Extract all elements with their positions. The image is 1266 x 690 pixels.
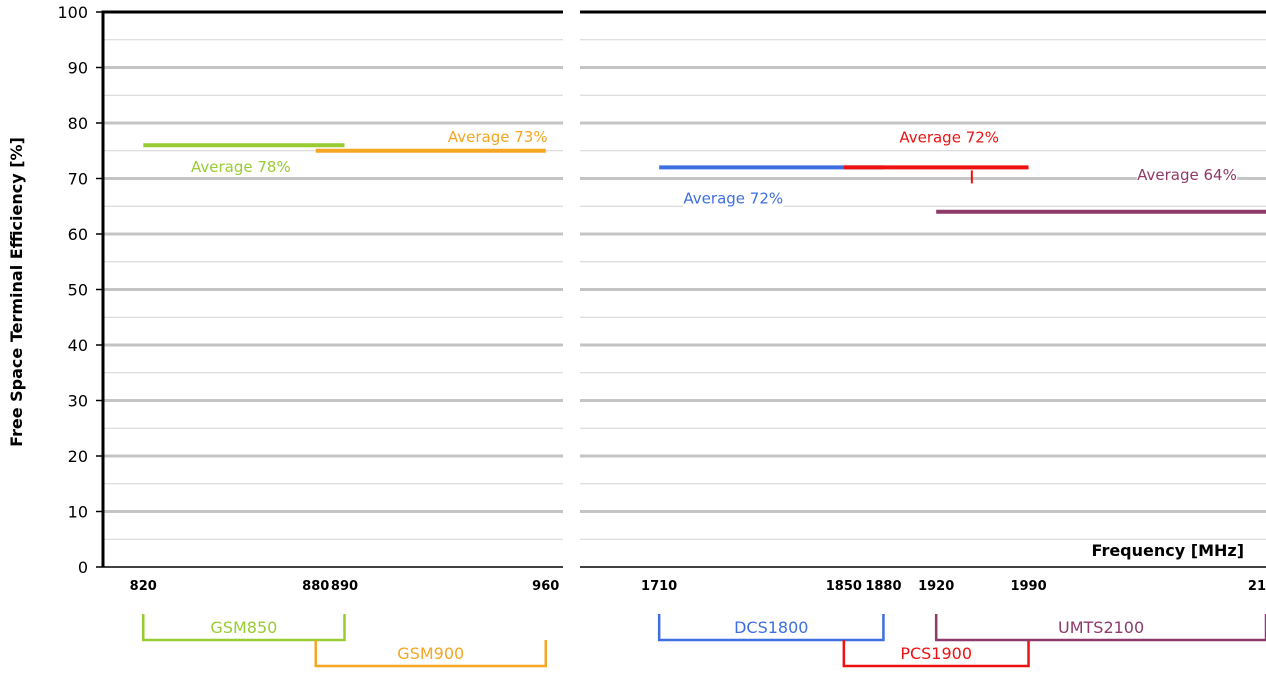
x-tick-label: 820	[130, 579, 157, 594]
average-label: Average 72%	[683, 189, 783, 207]
average-label-background	[683, 189, 784, 208]
x-tick-label: 1990	[1010, 579, 1046, 594]
band-bracket	[142, 614, 346, 642]
average-label: Average 78%	[191, 158, 291, 176]
y-tick-label: 80	[68, 114, 88, 133]
x-axis-title: Frequency [MHz]	[1092, 541, 1244, 560]
y-tick-label: 0	[78, 558, 88, 577]
average-label-background	[447, 127, 548, 146]
y-tick-label: 10	[68, 503, 88, 522]
plot-area: Average 78% Average 73% Average 72% Average…	[143, 127, 1266, 214]
band-label: DCS1800	[734, 618, 808, 637]
y-tick-label: 90	[68, 59, 88, 78]
average-label: Average 72%	[899, 128, 999, 146]
panel-frames	[101, 10, 1266, 569]
band-label: UMTS2100	[1058, 618, 1144, 637]
x-tick-label: 1850	[826, 579, 862, 594]
x-tick-label: 2170	[1248, 579, 1266, 594]
band-bracket	[934, 614, 1266, 642]
y-tick-label: 60	[68, 225, 88, 244]
left-panel-frame	[101, 10, 563, 567]
average-label-background	[190, 158, 292, 177]
y-tick-label: 100	[57, 3, 88, 22]
y-tick-label: 30	[68, 392, 88, 411]
x-tick-label: 880	[302, 579, 329, 594]
band-label: GSM900	[397, 644, 464, 663]
band-label: PCS1900	[900, 644, 972, 663]
band-brackets: GSM850 GSM900 DCS1800 PCS1900 UMTS2100	[142, 614, 1266, 668]
average-label-background	[1136, 165, 1238, 184]
y-axis-title: Free Space Terminal Efficiency [%]	[7, 137, 26, 447]
band-bracket	[657, 614, 885, 642]
band-bracket	[314, 640, 547, 668]
average-label-background	[898, 128, 1000, 147]
x-tick-label: 960	[532, 579, 559, 594]
band-label: GSM850	[210, 618, 277, 637]
y-tick-label: 70	[68, 170, 88, 189]
y-tick-label: 20	[68, 447, 88, 466]
average-label: Average 73%	[448, 128, 548, 146]
x-tick-label: 890	[331, 579, 358, 594]
x-tick-label: 1920	[918, 579, 954, 594]
band-bracket	[842, 640, 1030, 668]
y-tick-label: 50	[68, 281, 88, 300]
average-label: Average 64%	[1137, 166, 1237, 184]
gridlines	[103, 39, 1266, 568]
x-tick-label: 1710	[641, 579, 677, 594]
y-tick-label: 40	[68, 336, 88, 355]
x-tick-label: 1880	[865, 579, 901, 594]
